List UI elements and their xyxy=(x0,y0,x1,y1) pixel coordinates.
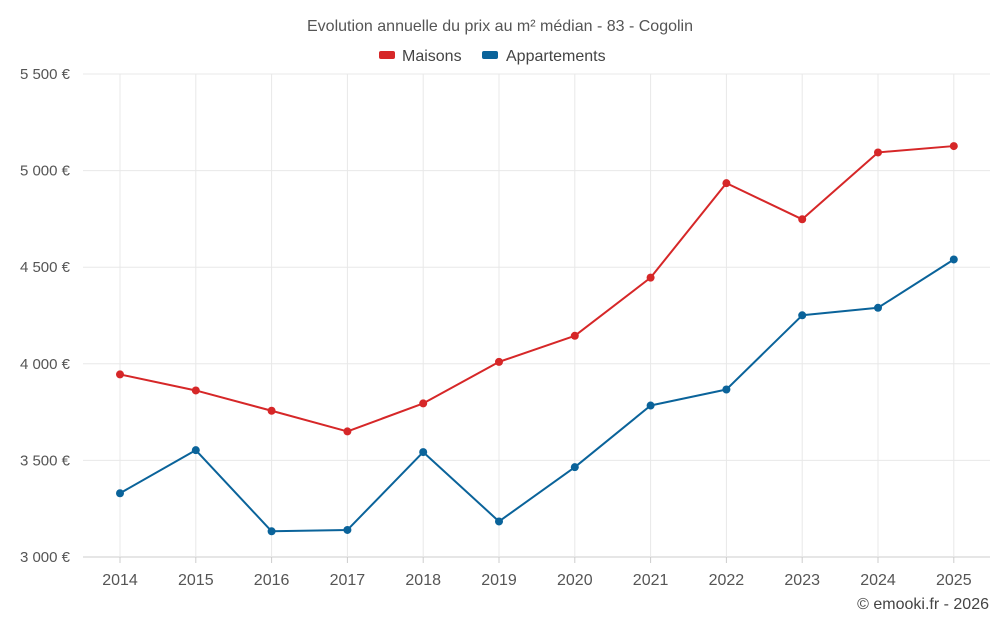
data-point-maisons[interactable] xyxy=(722,179,731,188)
x-tick-label: 2019 xyxy=(481,572,517,589)
legend-item-appartements[interactable]: Appartements xyxy=(482,48,606,65)
data-point-appartements[interactable] xyxy=(949,255,958,264)
legend-item-maisons[interactable]: Maisons xyxy=(379,48,462,65)
legend-label: Appartements xyxy=(506,48,606,65)
x-tick-label: 2024 xyxy=(860,572,896,589)
data-point-maisons[interactable] xyxy=(343,427,352,436)
series-maisons xyxy=(116,142,958,436)
series-line-maisons xyxy=(119,145,954,433)
data-point-maisons[interactable] xyxy=(116,370,124,379)
y-axis: 3 000 € 3 500 € 4 000 € 4 500 € 5 000 € 5 500… xyxy=(20,66,71,566)
data-point-appartements[interactable] xyxy=(267,527,276,536)
series-line-appartements xyxy=(119,258,955,533)
legend-swatch xyxy=(379,51,395,59)
data-point-appartements[interactable] xyxy=(343,525,352,534)
y-tick-label: 5 500 € xyxy=(20,66,71,83)
x-tick-label: 2023 xyxy=(784,572,820,589)
data-point-maisons[interactable] xyxy=(267,406,276,415)
x-tick-label: 2021 xyxy=(633,572,669,589)
x-tick-label: 2014 xyxy=(102,572,138,589)
credit-text: © emooki.fr - 2026 xyxy=(857,596,989,613)
x-tick-label: 2025 xyxy=(936,572,972,589)
data-point-maisons[interactable] xyxy=(191,386,200,395)
data-point-maisons[interactable] xyxy=(874,148,882,157)
y-tick-label: 3 500 € xyxy=(20,452,71,469)
x-tick-label: 2015 xyxy=(178,572,214,589)
data-point-appartements[interactable] xyxy=(495,517,503,526)
x-tick-label: 2022 xyxy=(709,572,745,589)
y-tick-label: 3 000 € xyxy=(20,549,71,566)
data-point-maisons[interactable] xyxy=(949,142,958,151)
series-layer xyxy=(116,142,958,536)
legend[interactable]: Maisons Appartements xyxy=(379,48,606,65)
y-tick-label: 4 500 € xyxy=(20,259,71,276)
x-tick-label: 2018 xyxy=(405,572,441,589)
data-point-appartements[interactable] xyxy=(570,463,579,472)
data-point-maisons[interactable] xyxy=(646,273,655,282)
y-tick-label: 5 000 € xyxy=(20,163,71,180)
chart-title: Evolution annuelle du prix au m² médian … xyxy=(307,18,693,35)
data-point-appartements[interactable] xyxy=(874,303,882,312)
data-point-appartements[interactable] xyxy=(419,448,428,457)
series-appartements xyxy=(116,255,958,536)
data-point-appartements[interactable] xyxy=(116,489,124,498)
y-tick-label: 4 000 € xyxy=(20,356,71,373)
data-point-appartements[interactable] xyxy=(191,446,200,455)
x-tick-label: 2017 xyxy=(330,572,366,589)
data-point-appartements[interactable] xyxy=(646,401,655,410)
data-point-maisons[interactable] xyxy=(570,331,579,340)
data-point-maisons[interactable] xyxy=(495,357,503,366)
x-tick-label: 2016 xyxy=(254,572,290,589)
data-point-maisons[interactable] xyxy=(419,399,428,408)
x-tick-label: 2020 xyxy=(557,572,593,589)
data-point-appartements[interactable] xyxy=(798,311,807,320)
gridlines xyxy=(83,73,990,558)
data-point-maisons[interactable] xyxy=(798,215,807,224)
legend-swatch xyxy=(482,51,498,59)
x-axis: 2014 2015 2016 2017 2018 2019 2020 2021 2022 2023… xyxy=(102,557,972,589)
data-point-appartements[interactable] xyxy=(722,385,731,394)
legend-label: Maisons xyxy=(402,48,462,65)
